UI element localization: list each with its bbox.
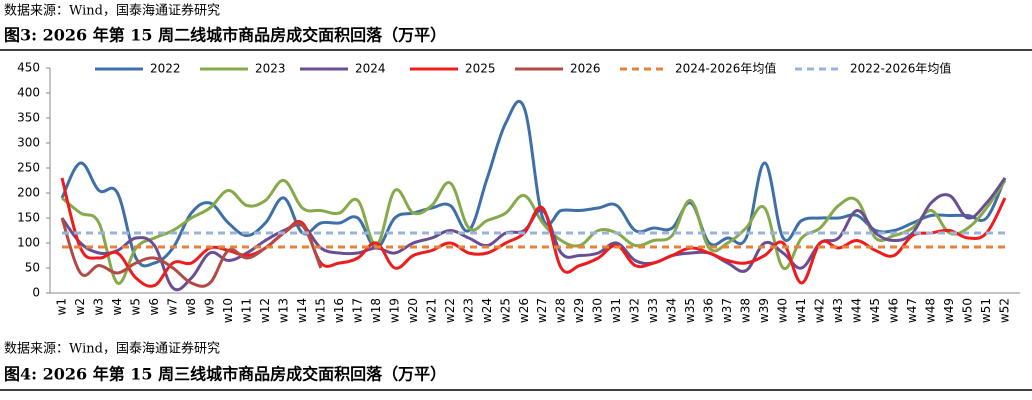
- x-tick-label: w48: [924, 298, 938, 323]
- x-tick-label: w11: [239, 298, 253, 323]
- legend-label: 2022: [150, 62, 181, 76]
- x-tick-label: w10: [221, 298, 235, 323]
- legend-label: 2023: [255, 62, 286, 76]
- x-tick-label: w1: [55, 298, 69, 315]
- x-tick-label: w38: [739, 298, 753, 323]
- figure-title: 图3: 2026 年第 15 周二线城市商品房成交面积回落（万平）: [4, 26, 446, 45]
- legend-label: 2026: [570, 62, 601, 76]
- x-tick-label: w3: [91, 298, 105, 315]
- x-tick-label: w20: [406, 298, 420, 323]
- legend-label: 2022-2026年均值: [850, 61, 951, 76]
- x-tick-label: w34: [665, 298, 679, 323]
- x-tick-label: w32: [628, 298, 642, 323]
- x-tick-label: w4: [110, 298, 124, 315]
- x-tick-label: w29: [572, 298, 586, 323]
- series-line: [60, 217, 323, 288]
- x-tick-label: w25: [498, 298, 512, 323]
- x-tick-label: w45: [868, 298, 882, 323]
- y-tick-label: 150: [17, 211, 40, 225]
- source: 数据来源：Wind，国泰海通证券研究: [4, 341, 220, 357]
- y-tick-label: 0: [32, 286, 40, 300]
- x-tick-label: w40: [776, 298, 790, 323]
- legend-label: 2024-2026年均值: [675, 61, 776, 76]
- series-line: [60, 177, 1007, 288]
- legend-label: 2025: [465, 62, 496, 76]
- source: 数据来源：Wind，国泰海通证券研究: [4, 3, 220, 19]
- x-tick-label: w16: [332, 298, 346, 323]
- x-tick-label: w2: [73, 298, 87, 315]
- legend-label: 2024: [355, 62, 386, 76]
- x-tick-label: w52: [998, 298, 1012, 323]
- x-tick-label: w43: [831, 298, 845, 323]
- y-tick-label: 450: [17, 61, 40, 75]
- x-tick-label: w36: [702, 298, 716, 323]
- x-tick-label: w24: [480, 298, 494, 323]
- y-tick-label: 200: [17, 186, 40, 200]
- x-tick-label: w47: [905, 298, 919, 323]
- y-tick-label: 50: [25, 261, 40, 275]
- x-tick-label: w22: [443, 298, 457, 323]
- x-tick-label: w49: [942, 298, 956, 323]
- figure-title: 图4: 2026 年第 15 周三线城市商品房成交面积回落（万平）: [4, 365, 446, 384]
- y-tick-label: 250: [17, 161, 40, 175]
- x-tick-label: w9: [202, 298, 216, 315]
- x-tick-label: w44: [850, 298, 864, 323]
- x-tick-label: w12: [258, 298, 272, 323]
- x-tick-label: w19: [387, 298, 401, 323]
- x-tick-label: w5: [128, 298, 142, 315]
- x-tick-label: w23: [461, 298, 475, 323]
- x-tick-label: w15: [313, 298, 327, 323]
- x-tick-label: w30: [591, 298, 605, 323]
- x-tick-label: w46: [887, 298, 901, 323]
- x-tick-label: w7: [165, 298, 179, 315]
- x-tick-label: w8: [184, 298, 198, 315]
- series-line: [61, 179, 1007, 285]
- y-tick-label: 100: [17, 236, 40, 250]
- x-tick-label: w28: [554, 298, 568, 323]
- x-tick-label: w18: [369, 298, 383, 323]
- x-tick-label: w21: [424, 298, 438, 323]
- x-tick-label: w41: [794, 298, 808, 323]
- x-tick-label: w39: [757, 298, 771, 323]
- x-tick-label: w14: [295, 298, 309, 323]
- x-tick-label: w33: [646, 298, 660, 323]
- x-tick-label: w35: [683, 298, 697, 323]
- x-tick-label: w42: [813, 298, 827, 323]
- x-tick-label: w26: [517, 298, 531, 323]
- y-tick-label: 400: [17, 86, 40, 100]
- x-tick-label: w31: [609, 298, 623, 323]
- y-tick-label: 350: [17, 111, 40, 125]
- x-tick-label: w37: [720, 298, 734, 323]
- x-tick-label: w50: [961, 298, 975, 323]
- x-tick-label: w13: [276, 298, 290, 323]
- x-tick-label: w51: [979, 298, 993, 323]
- series-line: [60, 99, 1007, 268]
- x-tick-label: w27: [535, 298, 549, 323]
- x-tick-label: w6: [147, 298, 161, 315]
- y-tick-label: 300: [17, 136, 40, 150]
- x-tick-label: w17: [350, 298, 364, 323]
